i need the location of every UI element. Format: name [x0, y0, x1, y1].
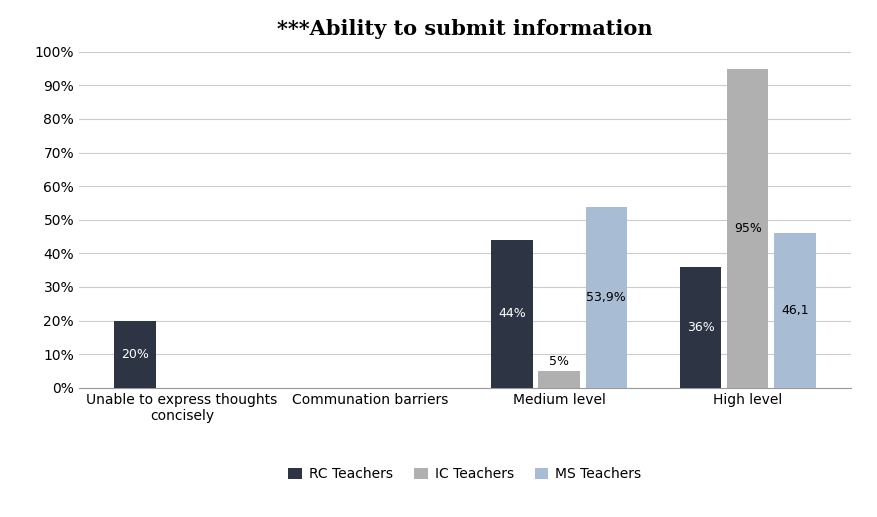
- Bar: [774, 233, 816, 388]
- Text: 5%: 5%: [549, 355, 569, 368]
- Text: 44%: 44%: [498, 307, 526, 321]
- Bar: [727, 68, 768, 388]
- Text: 36%: 36%: [687, 321, 715, 334]
- Text: 53,9%: 53,9%: [587, 291, 626, 303]
- Legend: RC Teachers, IC Teachers, MS Teachers: RC Teachers, IC Teachers, MS Teachers: [282, 462, 647, 487]
- Text: 95%: 95%: [734, 222, 761, 235]
- Bar: [586, 207, 627, 388]
- Text: 20%: 20%: [121, 347, 149, 361]
- Bar: [680, 267, 721, 388]
- Text: 46,1: 46,1: [781, 304, 809, 317]
- Title: ***Ability to submit information: ***Ability to submit information: [277, 19, 652, 39]
- Bar: [114, 321, 155, 388]
- Bar: [538, 371, 580, 388]
- Bar: [491, 240, 532, 388]
